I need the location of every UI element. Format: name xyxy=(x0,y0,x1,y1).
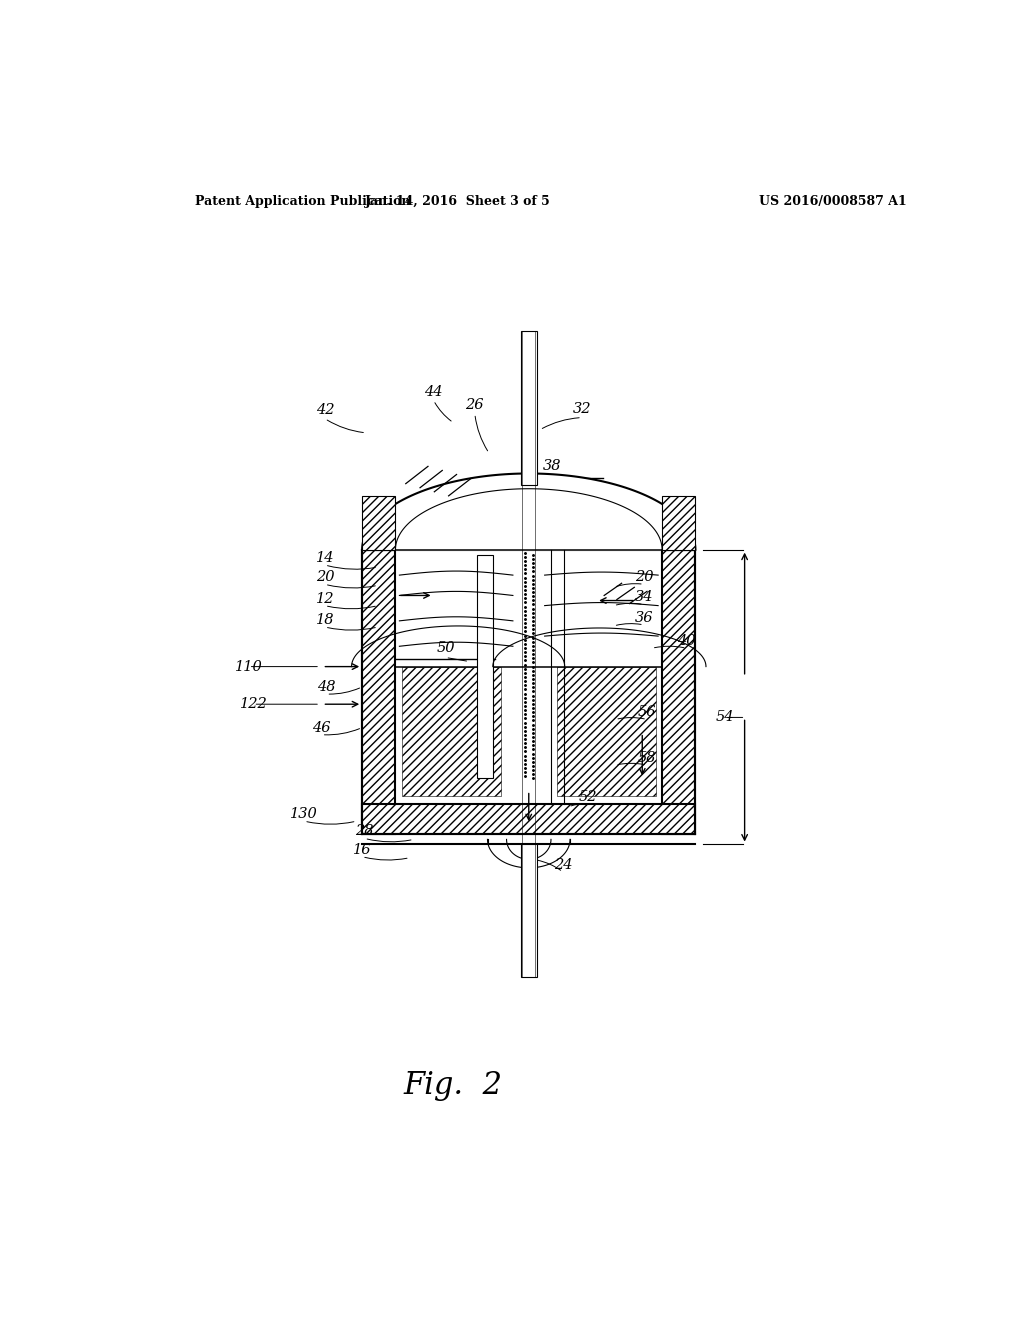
Text: 12: 12 xyxy=(315,591,334,606)
Text: 38: 38 xyxy=(544,459,562,474)
Text: 28: 28 xyxy=(355,824,374,838)
Bar xyxy=(401,667,501,796)
Text: 20: 20 xyxy=(315,570,334,585)
Text: 48: 48 xyxy=(317,680,336,694)
Text: 56: 56 xyxy=(638,705,656,719)
Text: 46: 46 xyxy=(312,721,331,735)
Text: 24: 24 xyxy=(554,858,572,871)
Text: 52: 52 xyxy=(579,789,598,804)
Text: Jan. 14, 2016  Sheet 3 of 5: Jan. 14, 2016 Sheet 3 of 5 xyxy=(365,194,550,207)
Text: Fig.  2: Fig. 2 xyxy=(403,1069,503,1101)
Text: 130: 130 xyxy=(291,807,318,821)
Text: 40: 40 xyxy=(678,634,696,648)
Text: 36: 36 xyxy=(635,611,653,624)
Bar xyxy=(362,496,395,549)
Text: Patent Application Publication: Patent Application Publication xyxy=(196,194,411,207)
Text: 42: 42 xyxy=(315,404,334,417)
Text: 26: 26 xyxy=(466,399,484,412)
Bar xyxy=(557,667,655,796)
Bar xyxy=(663,496,695,549)
Bar xyxy=(362,804,695,834)
Text: US 2016/0008587 A1: US 2016/0008587 A1 xyxy=(759,194,906,207)
Text: 34: 34 xyxy=(635,590,653,605)
Bar xyxy=(663,549,695,834)
Text: 20: 20 xyxy=(635,570,653,585)
Text: 110: 110 xyxy=(234,660,262,673)
Bar xyxy=(521,845,537,977)
Text: 14: 14 xyxy=(315,550,334,565)
Text: 32: 32 xyxy=(572,403,591,416)
Text: 44: 44 xyxy=(424,385,442,399)
Text: 58: 58 xyxy=(638,751,656,766)
Text: 16: 16 xyxy=(353,842,372,857)
Bar xyxy=(362,549,395,834)
Text: 18: 18 xyxy=(315,612,334,627)
Bar xyxy=(477,554,494,779)
Text: 54: 54 xyxy=(716,710,734,725)
Text: 122: 122 xyxy=(240,697,267,711)
Bar xyxy=(521,331,537,484)
Text: 50: 50 xyxy=(436,642,455,655)
